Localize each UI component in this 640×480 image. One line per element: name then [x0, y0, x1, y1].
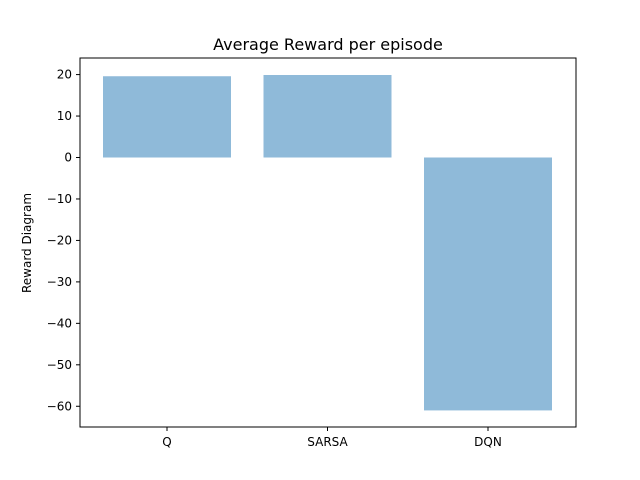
chart-title: Average Reward per episode: [213, 35, 443, 54]
x-axis-ticks: Q SARSA DQN: [162, 427, 502, 449]
x-tick-label: Q: [162, 435, 171, 449]
y-tick-label: −60: [47, 399, 72, 413]
y-tick-label: 10: [57, 109, 72, 123]
bar-q: [103, 76, 231, 158]
y-tick-label: −10: [47, 192, 72, 206]
y-tick-label: −20: [47, 233, 72, 247]
x-tick-label: DQN: [474, 435, 502, 449]
y-axis-ticks: 20 10 0 −10 −20 −30 −40 −50 −60: [47, 68, 80, 413]
x-tick-label: SARSA: [307, 435, 348, 449]
bar-sarsa: [263, 74, 392, 158]
bars-group: [103, 74, 552, 411]
y-tick-label: −30: [47, 275, 72, 289]
y-tick-label: 20: [57, 68, 72, 82]
plot-frame: [79, 57, 577, 428]
y-tick-label: 0: [64, 151, 72, 165]
y-tick-label: −40: [47, 316, 72, 330]
bar-dqn: [424, 157, 552, 411]
y-tick-label: −50: [47, 358, 72, 372]
y-axis-label: Reward Diagram: [20, 193, 34, 293]
